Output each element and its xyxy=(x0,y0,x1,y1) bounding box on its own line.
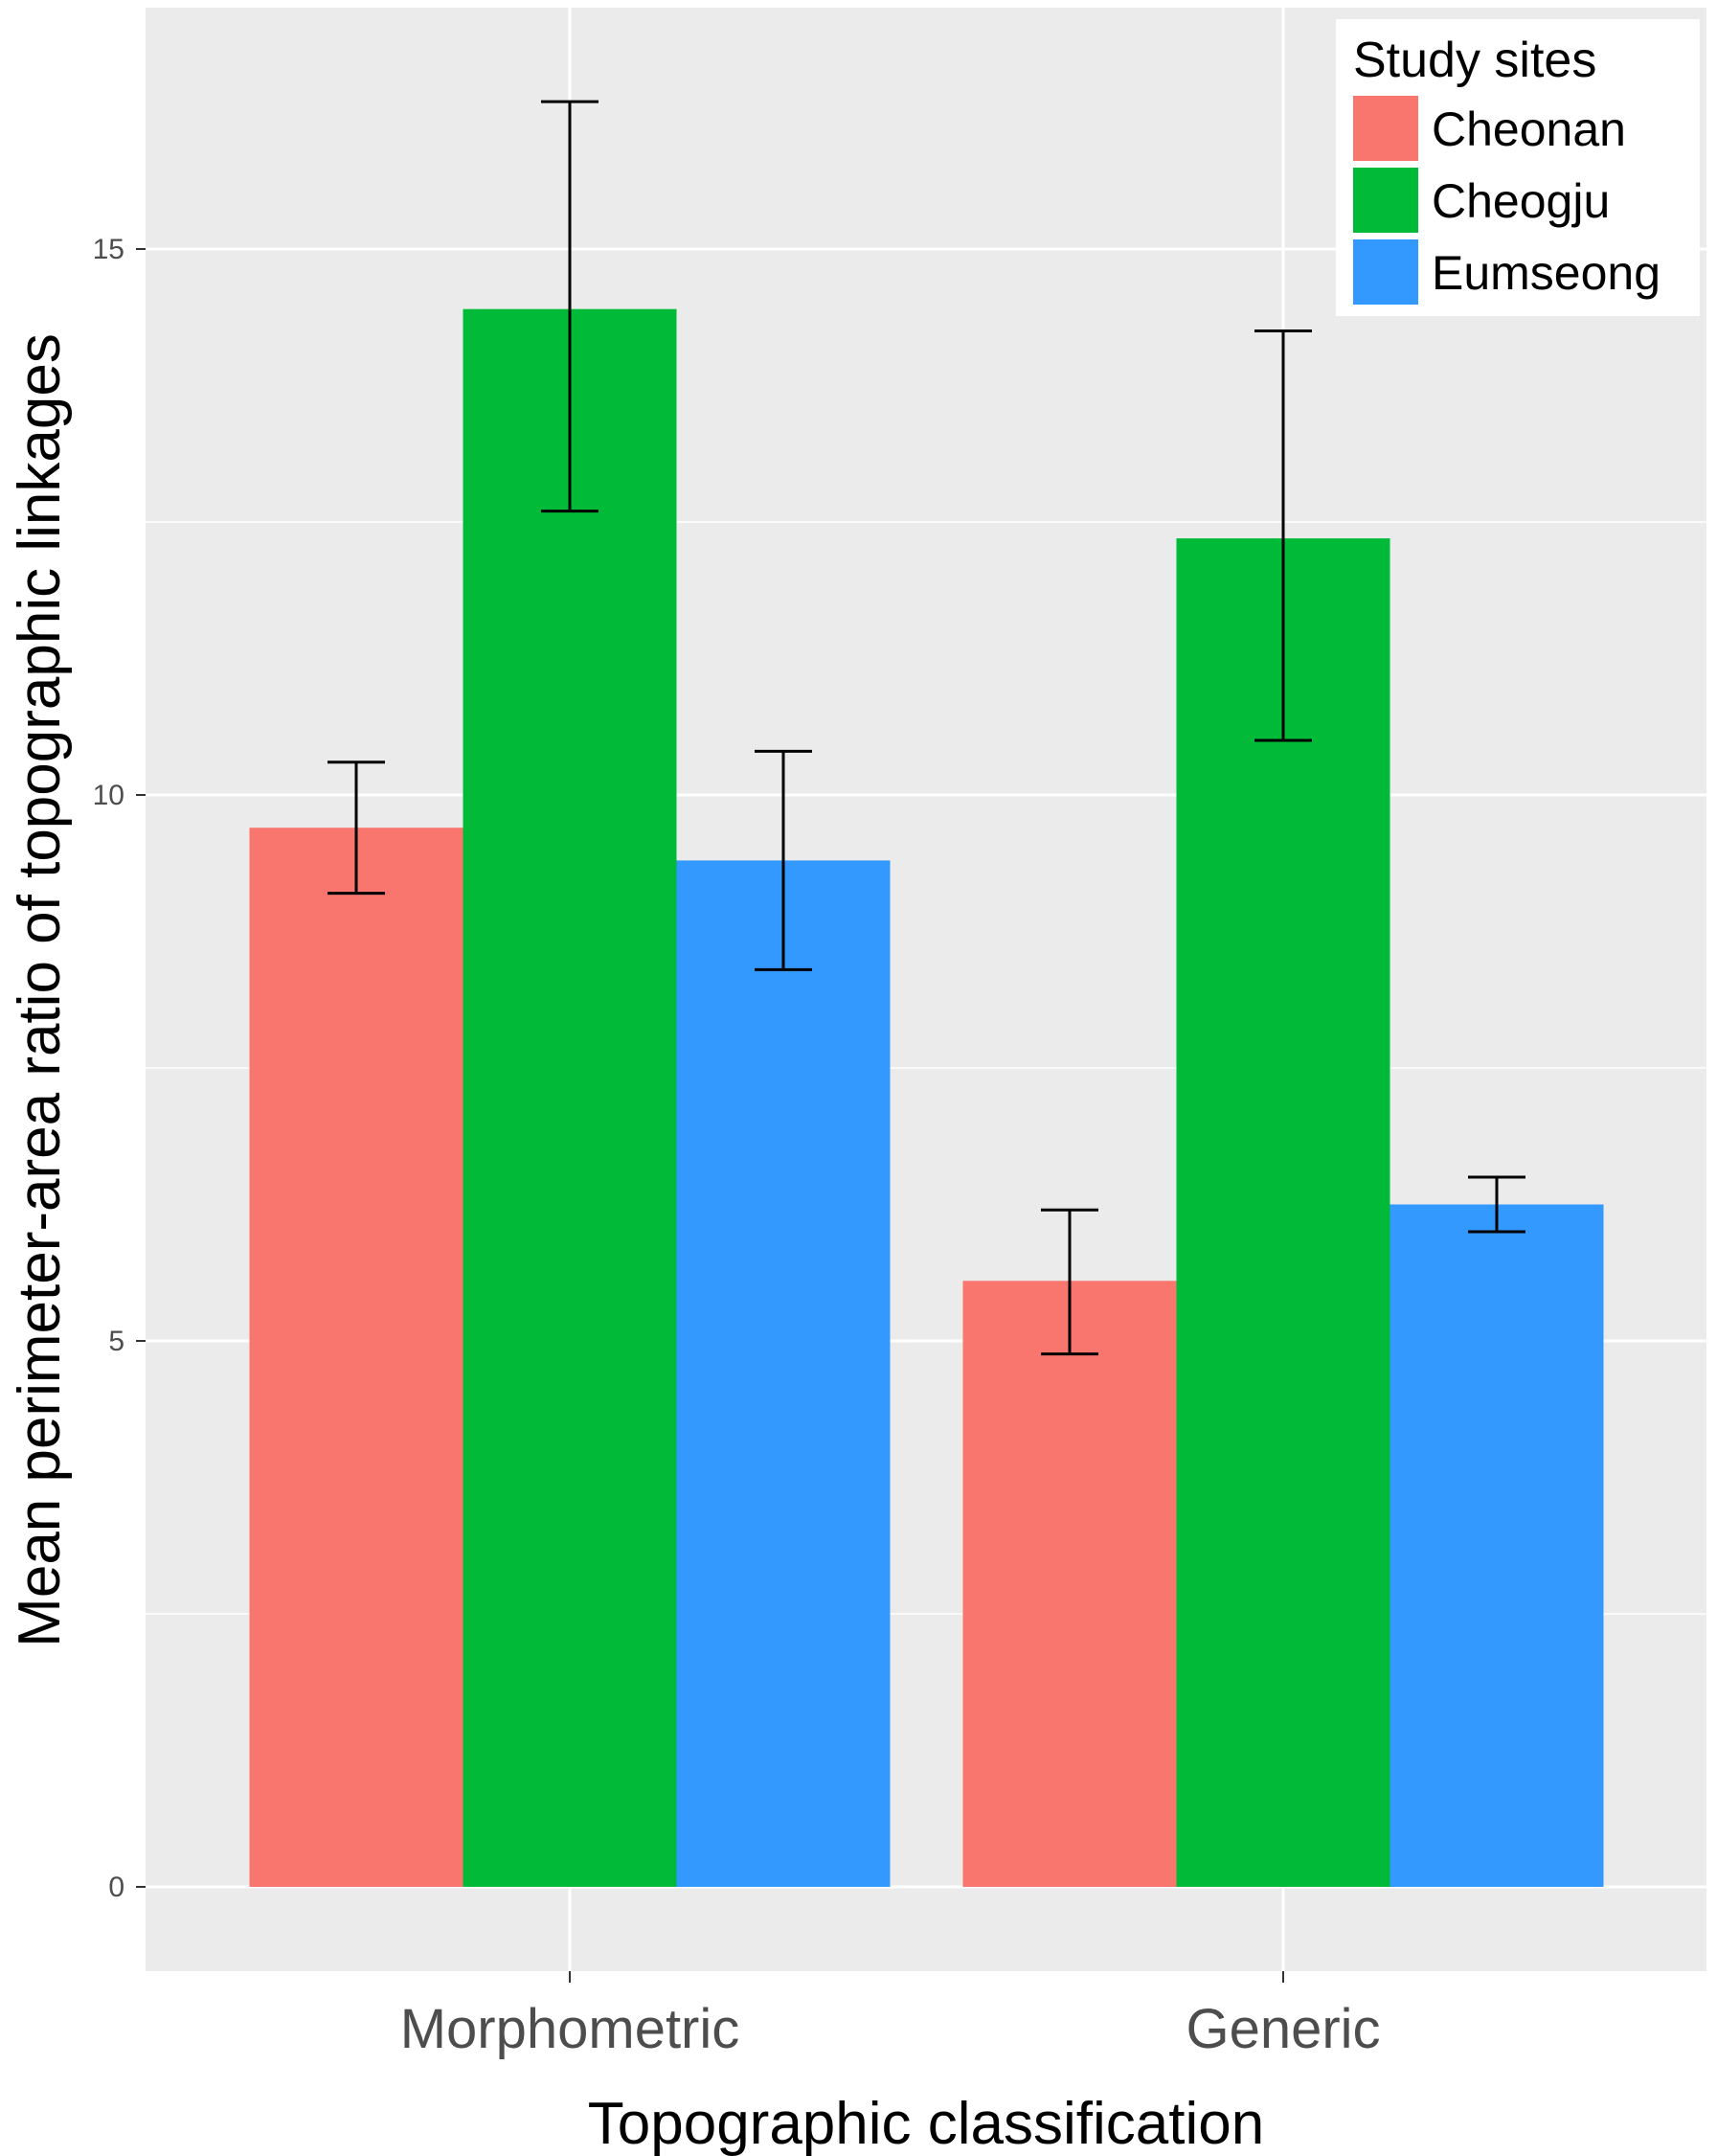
legend-label: Cheogju xyxy=(1432,174,1610,228)
y-tick-label: 0 xyxy=(108,1872,124,1903)
x-tick-label: Generic xyxy=(1186,1998,1380,2060)
legend-label: Cheonan xyxy=(1432,102,1626,156)
legend-label: Eumseong xyxy=(1432,246,1661,300)
bar-cheonan-generic xyxy=(962,1281,1177,1887)
legend-title: Study sites xyxy=(1353,33,1596,88)
legend-item-cheogju: Cheogju xyxy=(1353,168,1610,233)
legend-key-cheogju xyxy=(1353,168,1418,233)
bar-eumseong-morphometric xyxy=(676,860,891,1887)
bar-cheonan-morphometric xyxy=(249,828,463,1888)
y-tick-label: 5 xyxy=(108,1326,124,1357)
legend-key-cheonan xyxy=(1353,96,1418,161)
x-tick-label: Morphometric xyxy=(400,1998,740,2060)
y-tick-label: 15 xyxy=(93,234,124,265)
legend-item-cheonan: Cheonan xyxy=(1353,96,1626,161)
legend-items: Cheonan Cheogju Eumseong xyxy=(1353,96,1661,305)
x-axis-ticks: Morphometric Generic xyxy=(400,1971,1381,2060)
error-bar-eumseong-generic xyxy=(1468,1175,1525,1234)
error-bars xyxy=(328,100,1525,1356)
error-bar-cheogju-generic xyxy=(1254,329,1312,742)
bars xyxy=(249,308,1604,1888)
legend-key-eumseong xyxy=(1353,239,1418,305)
legend-item-eumseong: Eumseong xyxy=(1353,239,1661,305)
error-bar-cheogju-morphometric xyxy=(541,100,599,513)
bar-cheogju-morphometric xyxy=(463,308,677,1888)
y-tick-label: 10 xyxy=(93,780,124,811)
legend: Study sites Cheonan Cheogju Eumseong xyxy=(1336,19,1700,316)
y-axis-ticks: 0 5 10 15 xyxy=(93,234,146,1903)
bar-eumseong-generic xyxy=(1389,1204,1604,1887)
error-bar-cheonan-generic xyxy=(1041,1208,1098,1356)
error-bar-eumseong-morphometric xyxy=(755,749,812,971)
x-axis-title: Topographic classification xyxy=(588,2091,1265,2156)
y-axis-title: Mean perimeter-area ratio of topographic… xyxy=(7,333,73,1647)
bar-cheogju-generic xyxy=(1176,538,1390,1887)
error-bar-cheonan-morphometric xyxy=(328,760,385,896)
